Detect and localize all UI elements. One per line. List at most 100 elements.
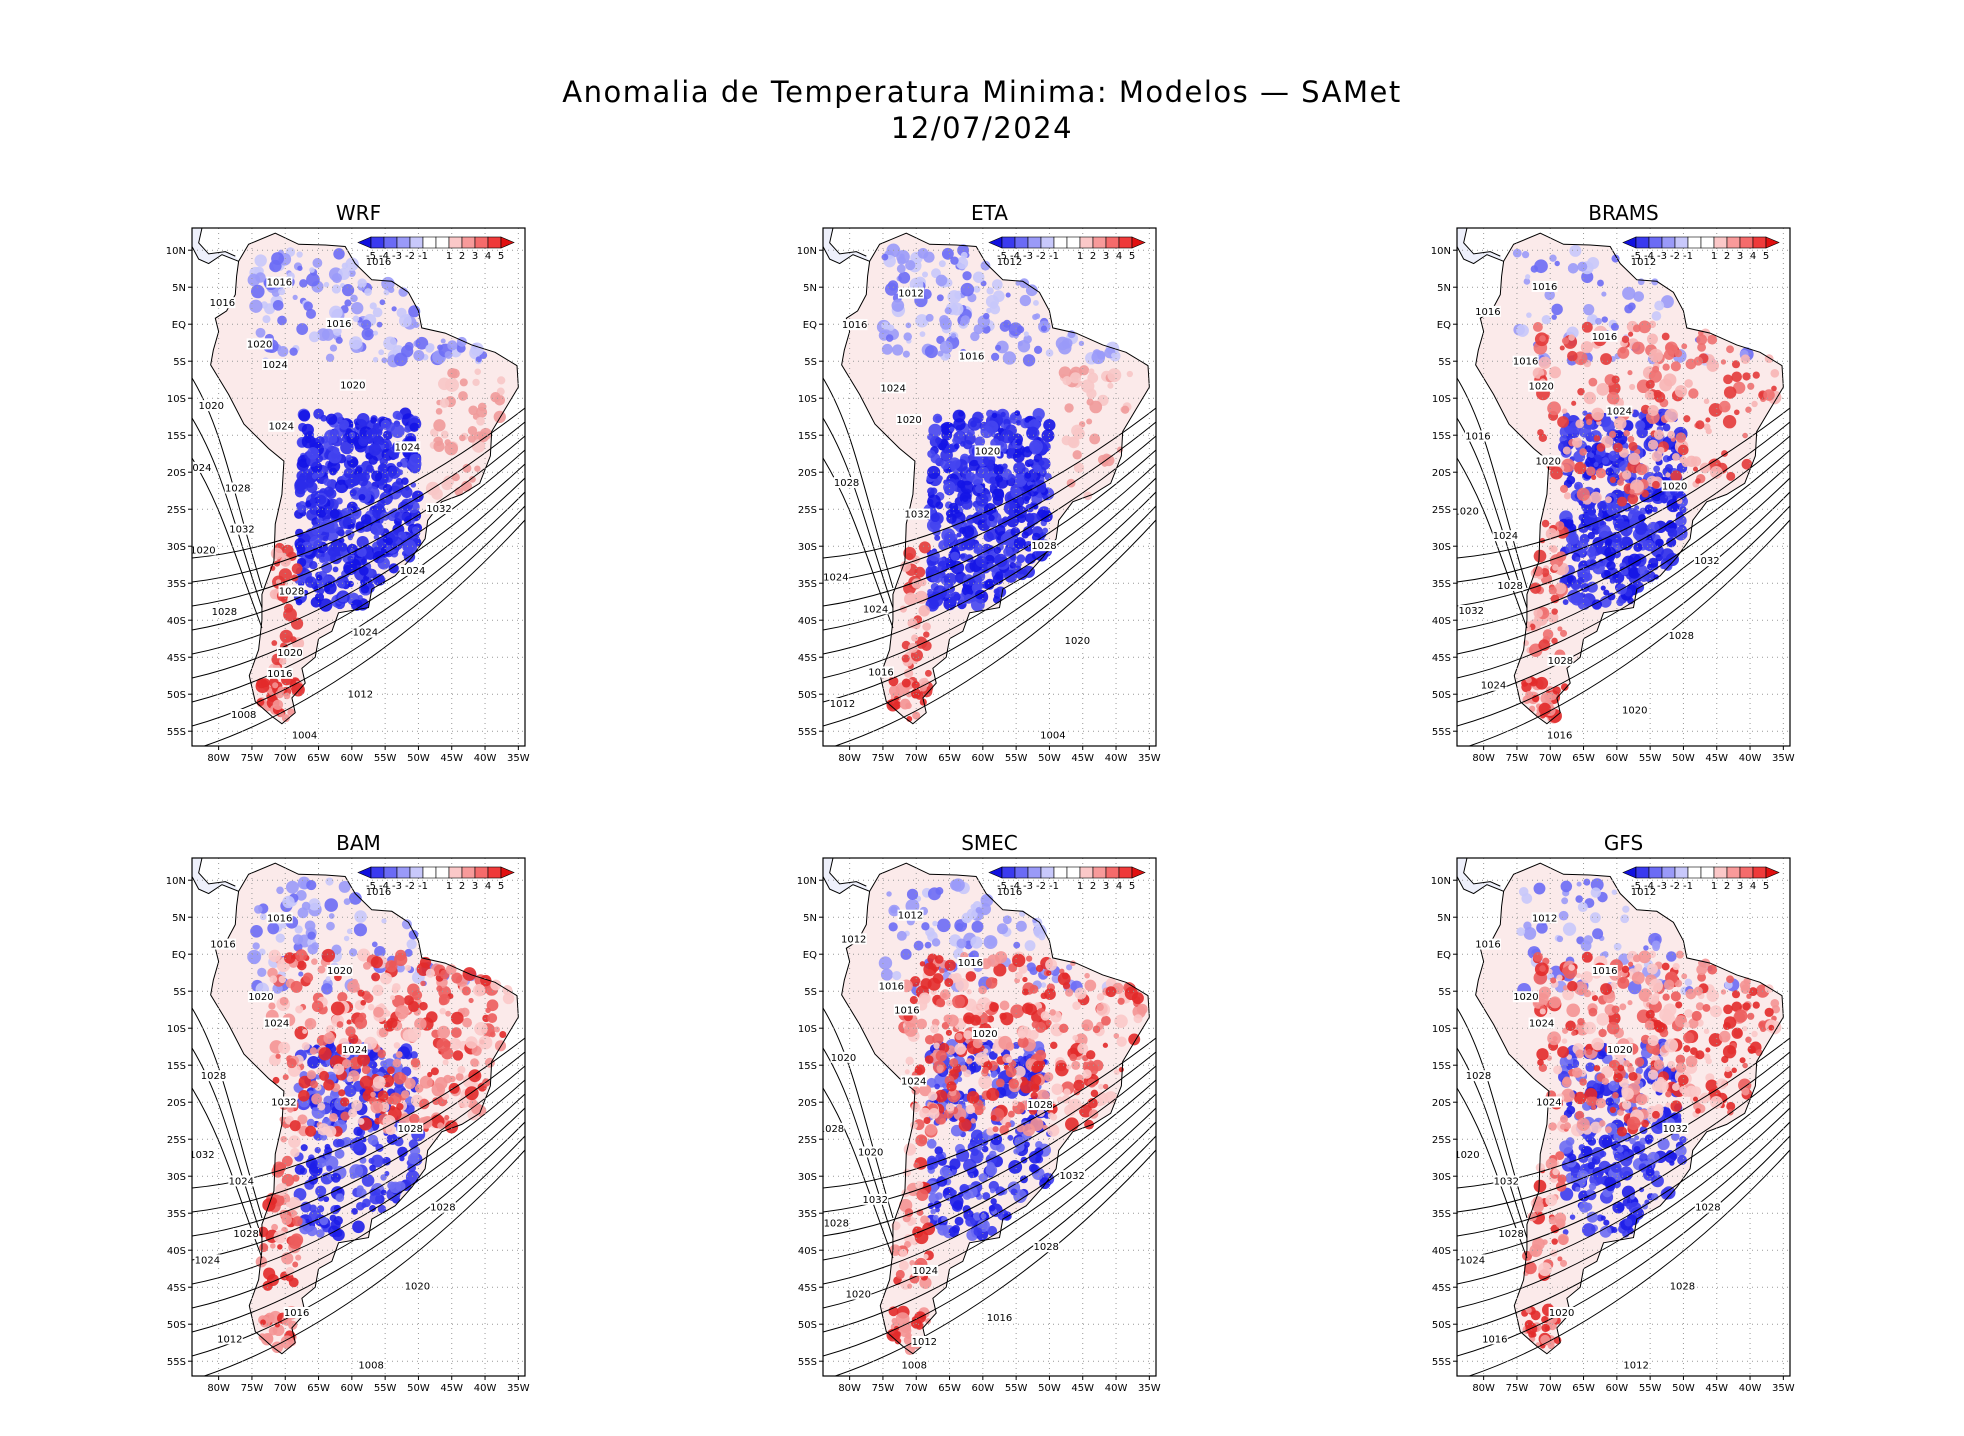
lat-label: 5N [803,913,817,924]
colorbar-swatch [409,236,424,249]
isobar-label: 1012 [217,1334,242,1345]
isobar-label-bg [996,256,1023,267]
isobar-label: 1024 [1536,1097,1561,1108]
isobar-labels: 1016 1012 1012 1016 1016 1016 1020 1020 1024 1028… [823,886,1086,1372]
lat-label: EQ [172,950,186,961]
isobar-label-bg [365,886,392,897]
isobar-label-bg [878,980,905,992]
central-america-fill [823,858,870,894]
isobar-label: 1028 [1497,581,1522,592]
isobar-label-bg [325,317,352,329]
lat-label: 55S [798,1357,817,1368]
colorbar-label: -4 [379,881,389,892]
lat-label: 15S [1432,431,1451,442]
lon-label: 75W [241,753,264,764]
colorbar-label: 5 [1763,881,1769,892]
lon-label: 80W [207,1383,230,1394]
colorbar-label: -1 [1049,251,1059,262]
isobar-label: 1016 [894,1005,919,1016]
colorbar-label: 2 [1090,881,1096,892]
isobar-label-bg [211,606,238,618]
colorbar-label: 5 [498,251,504,262]
isobar-label: 1016 [1532,282,1557,293]
isobar-line [1457,421,1790,583]
panel-frame [191,857,526,1377]
isobar-label-bg [833,477,860,489]
isobar-line [823,463,1156,655]
lon-label: 50W [1038,1383,1061,1394]
isobar-line [823,1087,894,1259]
isobar-label-bg [1546,729,1573,741]
graticule [823,228,1156,746]
isobar-label-bg [1481,1333,1508,1345]
isobar-label: 1032 [1459,606,1484,617]
panel-title: BRAMS [1588,201,1658,225]
map-area: 1016 1012 1012 1016 1016 1016 1020 1020 1024 1028… [823,858,1156,1376]
isobar-label: 1024 [1460,1255,1485,1266]
lat-label: 10S [167,1024,186,1035]
colorbar-label: 1 [446,881,452,892]
colorbar-label: 3 [472,881,478,892]
colorbar-swatch [1687,866,1702,879]
colorbar-swatch [422,866,437,879]
lon-label: 70W [1539,1383,1562,1394]
isobar-label: 1032 [862,1195,887,1206]
isobar-line [823,407,1156,559]
lat-label: 40S [1432,1246,1451,1257]
isobar-line [823,449,1156,631]
isobar-label: 1032 [271,1097,296,1108]
colorbar-swatch [1648,866,1663,879]
lon-label: 40W [474,1383,497,1394]
lon-label: 45W [1705,753,1728,764]
colorbar-swatch [396,866,411,879]
isobar-label: 1028 [1498,1229,1523,1240]
isobar-label-bg [266,276,293,288]
isobar-label-bg [278,585,305,597]
isobar-label-bg [862,1193,889,1205]
panel-frame [822,857,1157,1377]
isobar-label-bg [246,338,273,350]
isobar-label-bg [830,1051,857,1063]
isobar-label: 1024 [229,1176,254,1187]
isobar-label-bg [192,1149,215,1161]
lat-label: 35S [798,579,817,590]
map-panel-brams: BRAMS 1012 1016 1016 1016 1016 1020 1024 1016 102… [1431,201,1795,764]
colorbar-swatch [1739,236,1754,249]
panel-title: WRF [336,201,381,225]
isobar-label: 1024 [1493,531,1518,542]
central-america-coast [1457,858,1504,895]
panel-frame [822,227,1157,747]
lon-label: 45W [440,753,463,764]
isobar-line [833,1149,1156,1376]
isobar-label: 1028 [1695,1203,1720,1214]
colorbar-swatch [1700,236,1715,249]
isobar-label: 1020 [1536,456,1561,467]
isobar-label: 1028 [279,586,304,597]
isobar-label-bg [263,1017,290,1029]
isobar-label: 1028 [1548,656,1573,667]
isobar-label: 1028 [1669,631,1694,642]
panel-frame [1456,857,1791,1377]
isobar-label: 1024 [823,573,848,584]
lon-axis: 80W 75W 70W 65W 60W 55W 50W 45W 40W 35W [1472,1376,1795,1394]
lat-label: 20S [1432,1098,1451,1109]
isobar-label: 1016 [326,319,351,330]
colorbar-label: 2 [1724,881,1730,892]
colorbar-swatch [1687,236,1702,249]
central-america-coast [823,228,870,265]
isobar-label-bg [200,1070,227,1082]
lat-label: 50S [798,1320,817,1331]
coastline [1475,862,1784,1355]
isobar-label-bg [1630,256,1657,267]
lon-label: 70W [1539,753,1562,764]
lon-label: 60W [972,753,995,764]
lon-label: 55W [374,1383,397,1394]
lat-label: 25S [798,505,817,516]
isobar-label: 1012 [1623,1361,1648,1372]
colorbar-arrow-right [1131,866,1146,879]
isobar-label-bg [1465,1070,1492,1082]
isobar-line [823,1093,1156,1285]
lon-axis: 80W 75W 70W 65W 60W 55W 50W 45W 40W 35W [838,746,1161,764]
isobar-label-bg [347,688,374,700]
lat-label: 5N [172,913,186,924]
